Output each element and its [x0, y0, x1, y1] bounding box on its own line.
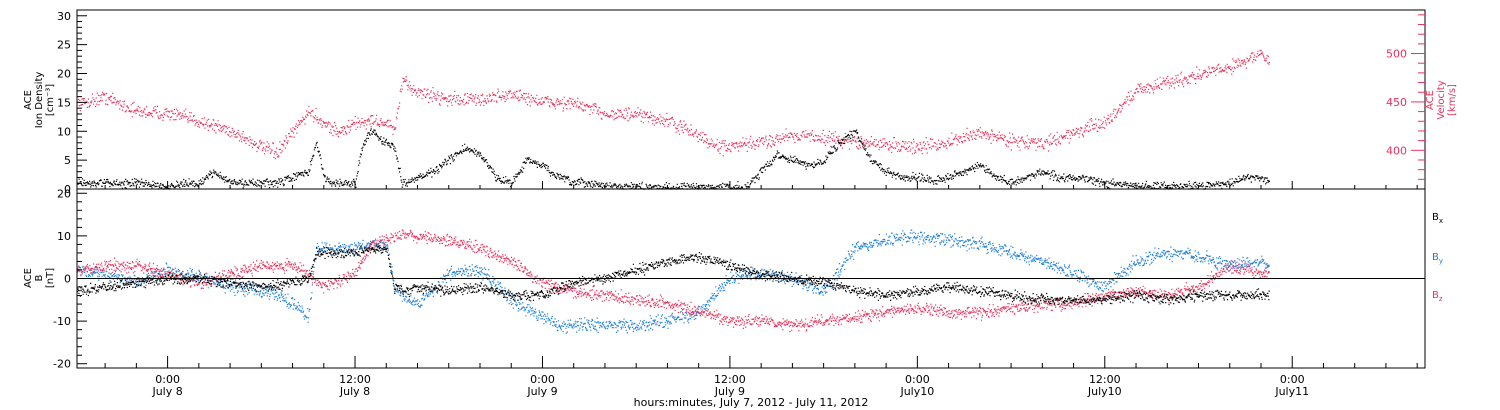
axes	[77, 14, 1425, 368]
velocity-tick-label: 500	[1386, 48, 1407, 61]
date-tick-label: July 9	[714, 385, 745, 398]
b-tick-label: 0	[64, 273, 71, 286]
by-series	[77, 229, 1270, 334]
ion-density-series	[77, 128, 1270, 190]
panel-frames	[76, 9, 1426, 369]
density-tick-label: 10	[57, 125, 71, 138]
x-axis-title: hours:minutes, July 7, 2012 - July 11, 2…	[634, 396, 869, 409]
density-axis-label-line: ACE	[23, 90, 34, 110]
density-tick-label: 25	[57, 39, 71, 52]
top-panel-data	[77, 49, 1270, 190]
time-tick-label: 12:00	[1089, 373, 1121, 386]
axis-labels: 051015202530400450500-20-10010200:00July…	[23, 10, 1458, 409]
density-tick-label: 0	[64, 183, 71, 196]
velocity-tick-label: 450	[1386, 96, 1407, 109]
density-axis-label: ACE Ion Density [cm⁻³]	[23, 72, 56, 129]
date-tick-label: July 8	[339, 385, 370, 398]
date-tick-label: July11	[1274, 385, 1309, 398]
b-tick-label: 20	[57, 187, 71, 200]
legend-bz: Bz	[1432, 290, 1443, 303]
legend-subscript: x	[1439, 217, 1443, 225]
legend-subscript: y	[1439, 257, 1443, 265]
velocity-series	[77, 49, 1270, 160]
velocity-axis-label: ACE Velocity [km/s]	[1425, 80, 1458, 119]
density-tick-label: 30	[57, 10, 71, 23]
b-tick-label: -10	[53, 315, 71, 328]
velocity-axis-label-line: [km/s]	[1447, 84, 1458, 116]
legend-subscript: z	[1439, 295, 1443, 303]
b-tick-label: 10	[57, 230, 71, 243]
top-panel-frame	[76, 9, 1426, 190]
density-tick-label: 20	[57, 68, 71, 81]
b-axis-label-line: B	[34, 274, 45, 281]
time-tick-label: 0:00	[530, 373, 555, 386]
density-axis-label-line: Ion Density	[34, 72, 45, 129]
legend-bx: Bx	[1432, 212, 1443, 225]
density-axis-label-line: [cm⁻³]	[45, 84, 56, 116]
velocity-axis-label-line: ACE	[1425, 90, 1436, 110]
velocity-tick-label: 400	[1386, 144, 1407, 157]
date-tick-label: July 8	[151, 385, 182, 398]
date-tick-label: July 9	[526, 385, 557, 398]
b-axis-label: ACE B [nT]	[23, 268, 56, 288]
density-tick-label: 15	[57, 96, 71, 109]
time-tick-label: 0:00	[905, 373, 930, 386]
time-tick-label: 12:00	[339, 373, 371, 386]
velocity-axis-label-line: Velocity	[1436, 80, 1447, 119]
date-tick-label: July10	[899, 385, 934, 398]
time-tick-label: 0:00	[1280, 373, 1305, 386]
legend-by: By	[1432, 252, 1443, 265]
b-axis-label-line: [nT]	[45, 268, 56, 288]
time-tick-label: 0:00	[155, 373, 180, 386]
time-tick-label: 12:00	[714, 373, 746, 386]
b-tick-label: -20	[53, 358, 71, 371]
density-tick-label: 5	[64, 154, 71, 167]
b-axis-label-line: ACE	[23, 268, 34, 288]
date-tick-label: July10	[1087, 385, 1122, 398]
bx-series	[77, 243, 1270, 306]
bottom-panel-data	[77, 229, 1270, 334]
